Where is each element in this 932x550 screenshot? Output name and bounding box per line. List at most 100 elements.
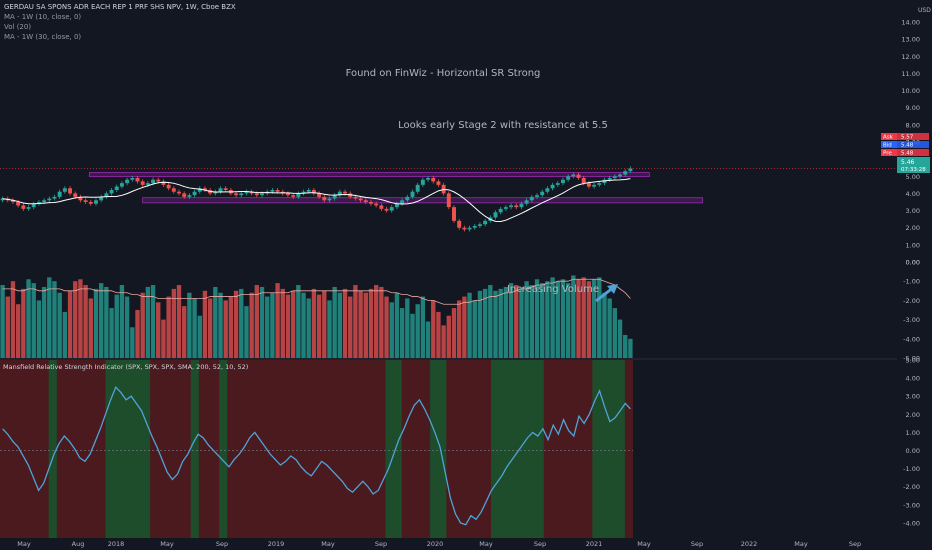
candle-body (192, 191, 197, 196)
volume-bar (462, 296, 467, 358)
candle-body (26, 207, 31, 209)
volume-bar (628, 338, 633, 358)
candle-body (151, 179, 156, 184)
candle-body (62, 188, 67, 192)
price-axis-tick: 2.00 (906, 224, 920, 232)
price-axis-tick: 1.00 (906, 241, 920, 249)
volume-bar (244, 306, 249, 358)
volume-bar (124, 296, 130, 358)
time-axis-tick: May (321, 540, 335, 548)
volume-bar (202, 290, 208, 358)
candle-body (177, 191, 181, 194)
volume-bar (57, 292, 62, 358)
rs-axis-tick: 2.00 (906, 411, 920, 419)
volume-bar (322, 290, 327, 358)
volume-bar (597, 277, 602, 358)
candle-body (369, 202, 373, 204)
candle-body (78, 196, 83, 201)
candle-body (374, 203, 379, 206)
volume-bar (576, 279, 581, 358)
candle-body (524, 200, 529, 204)
candle-body (42, 200, 47, 202)
volume-bar (508, 283, 514, 358)
candle-body (311, 190, 316, 194)
indicator-ma30[interactable]: MA - 1W (30, close, 0) (4, 33, 82, 41)
volume-bar (119, 285, 125, 358)
rs-axis-tick: -3.00 (903, 501, 920, 509)
rs-axis-tick: 4.00 (906, 375, 920, 383)
volume-bar (446, 315, 451, 358)
volume-bar (140, 292, 145, 358)
time-axis-tick: May (17, 540, 31, 548)
volume-bar (67, 290, 73, 358)
volume-bar (602, 292, 607, 358)
candle-body (239, 193, 244, 196)
candle-body (607, 178, 612, 180)
candle-body (389, 207, 394, 211)
volume-bar (327, 300, 332, 358)
indicator-ma10[interactable]: MA - 1W (10, close, 0) (4, 13, 82, 21)
volume-bar (545, 281, 550, 358)
candle-body (576, 174, 581, 178)
indicator-volume[interactable]: Vol (20) (4, 23, 32, 31)
volume-bar (457, 300, 462, 358)
candle-body (130, 178, 135, 180)
time-axis-tick: Sep (375, 540, 387, 548)
volume-ma-line (2, 278, 631, 305)
time-axis-tick: Aug (72, 540, 85, 548)
time-axis-tick: 2019 (268, 540, 285, 548)
quote-tag-value (897, 133, 929, 140)
candle-body (306, 190, 311, 192)
volume-bar (0, 285, 5, 358)
candle-body (509, 205, 514, 208)
volume-bar (104, 286, 109, 358)
time-axis-tick: May (479, 540, 493, 548)
volume-bar (316, 294, 322, 358)
volume-bar (623, 334, 628, 358)
candle-body (68, 188, 73, 194)
volume-bar (431, 300, 436, 358)
volume-bar (358, 290, 363, 358)
rs-green-region (385, 360, 402, 538)
candle-body (156, 179, 161, 182)
time-axis-tick: 2018 (108, 540, 125, 548)
volume-bar (540, 283, 545, 358)
candle-body (31, 203, 36, 208)
volume-bar (399, 308, 405, 358)
candle-body (529, 196, 534, 201)
candle-body (125, 179, 130, 184)
rs-green-region (48, 360, 57, 538)
candle-body (73, 193, 78, 197)
volume-bar (239, 288, 244, 358)
time-axis-tick: 2022 (741, 540, 758, 548)
candle-body (182, 193, 187, 197)
volume-axis-tick: -3.00 (903, 316, 920, 324)
candle-body (104, 193, 109, 197)
time-axis-tick: Sep (216, 540, 228, 548)
candle-body (260, 193, 264, 196)
candle-body (555, 183, 560, 185)
candle-body (436, 181, 441, 185)
symbol-title: GERDAU SA SPONS ADR EACH REP 1 PRF SHS N… (4, 3, 236, 11)
candle-body (592, 184, 597, 187)
last-price-countdown: 07:33:28 (901, 167, 926, 173)
volume-bar (348, 296, 353, 358)
volume-bar (83, 285, 88, 358)
price-axis-tick: 4.00 (906, 190, 920, 198)
sr-zone[interactable] (88, 172, 650, 178)
volume-bar (529, 285, 535, 358)
volume-bar (607, 298, 612, 358)
candle-body (618, 174, 623, 177)
candle-body (109, 190, 114, 194)
sr-zone[interactable] (142, 197, 704, 204)
volume-bar (420, 296, 426, 358)
price-axis-tick: 8.00 (906, 121, 920, 129)
rs-green-region (592, 360, 625, 538)
rs-indicator-title[interactable]: Mansfield Relative Strength Indicator (S… (3, 363, 248, 371)
candle-body (467, 227, 472, 230)
volume-bar (368, 288, 374, 358)
volume-bar (311, 288, 317, 358)
volume-bar (379, 286, 384, 358)
candle-body (301, 191, 306, 194)
